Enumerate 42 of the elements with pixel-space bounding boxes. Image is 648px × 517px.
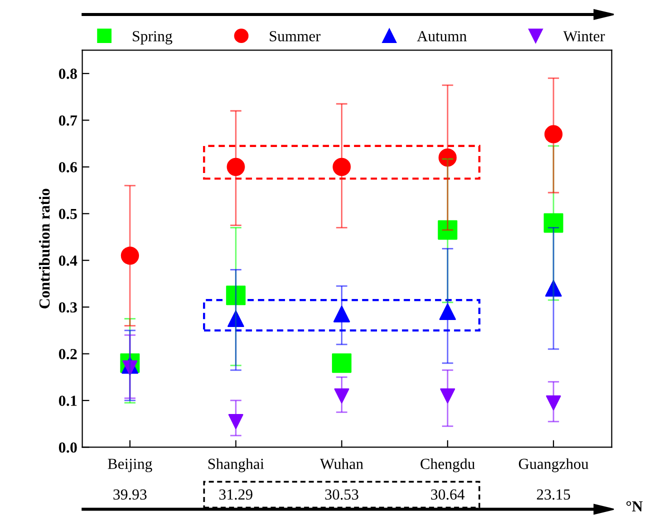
x-tick-label: Chengdu bbox=[420, 458, 475, 472]
y-axis-title: Contribution ratio bbox=[38, 188, 50, 308]
point bbox=[226, 286, 246, 306]
point bbox=[226, 158, 245, 176]
text: °N bbox=[626, 501, 643, 512]
point bbox=[228, 310, 244, 328]
text: 39.93 bbox=[113, 489, 147, 500]
x-tick-label: Shanghai bbox=[208, 458, 264, 472]
point bbox=[120, 246, 139, 265]
point bbox=[228, 414, 244, 429]
y-tick-label: 0.5 bbox=[58, 208, 77, 220]
point bbox=[439, 303, 456, 320]
x-tick-label: Beijing bbox=[108, 458, 152, 472]
point bbox=[545, 280, 562, 297]
text: 30.53 bbox=[325, 489, 358, 500]
point bbox=[438, 220, 458, 240]
text: 23.15 bbox=[536, 489, 570, 500]
x-tick-label: Wuhan bbox=[320, 458, 364, 470]
point bbox=[333, 306, 350, 322]
point bbox=[438, 148, 457, 167]
y-tick-label: 0.1 bbox=[58, 396, 77, 406]
y-tick-label: 0.7 bbox=[58, 115, 78, 126]
text: 31.29 bbox=[219, 489, 252, 500]
legend-label: Autumn bbox=[416, 31, 467, 42]
point bbox=[544, 125, 563, 144]
legend-label: Summer bbox=[270, 31, 320, 42]
y-tick-label: 0.0 bbox=[58, 442, 77, 453]
point bbox=[440, 388, 456, 404]
y-tick-label: 0.6 bbox=[58, 162, 77, 172]
x-tick-label: Guangzhou bbox=[518, 458, 588, 472]
legend-label: Spring bbox=[132, 31, 172, 44]
point bbox=[332, 158, 351, 176]
y-tick-label: 0.3 bbox=[58, 302, 77, 313]
legend-label: Winter bbox=[563, 31, 605, 42]
text: 30.64 bbox=[431, 489, 465, 500]
point bbox=[546, 395, 561, 410]
point bbox=[332, 353, 352, 373]
y-tick-label: 0.8 bbox=[58, 68, 77, 80]
y-tick-label: 0.2 bbox=[58, 348, 77, 360]
y-tick-label: 0.4 bbox=[58, 255, 78, 266]
point bbox=[544, 213, 564, 233]
point bbox=[334, 388, 350, 404]
